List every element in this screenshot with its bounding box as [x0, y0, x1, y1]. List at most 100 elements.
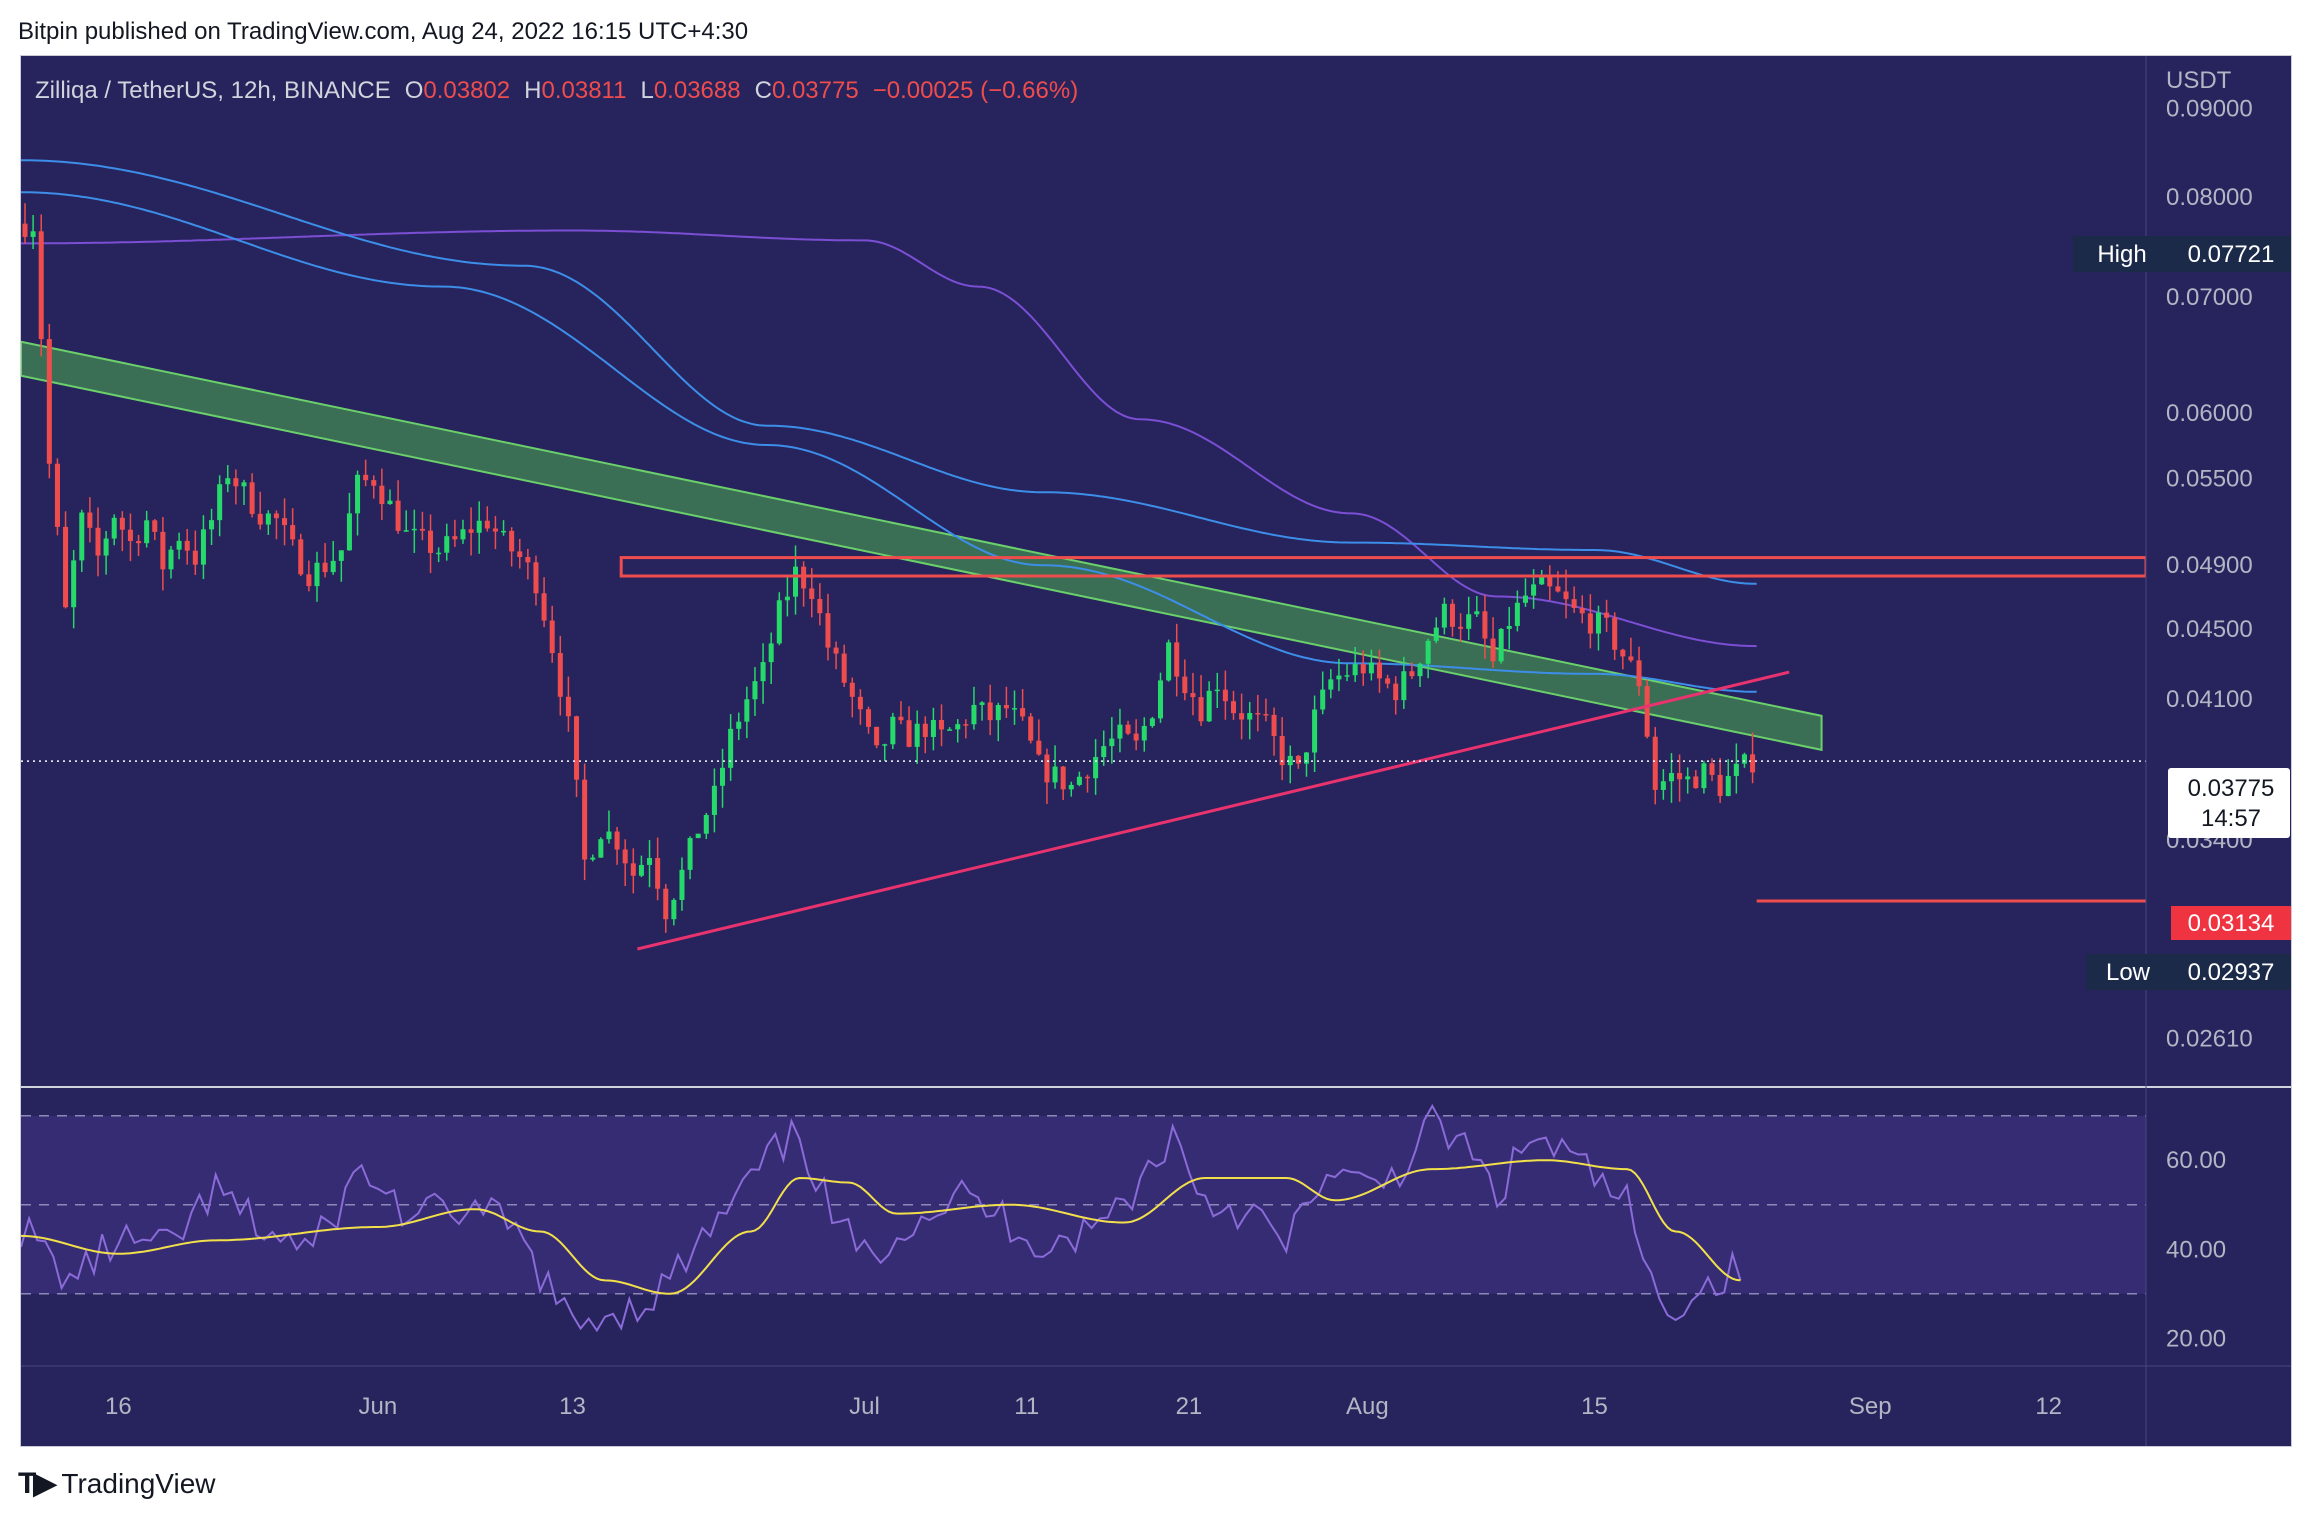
candle-body	[930, 720, 936, 737]
candle-body	[1141, 725, 1147, 741]
legend: Zilliqa / TetherUS, 12h, BINANCE O0.03802…	[35, 77, 1078, 104]
candle-body	[395, 500, 401, 531]
time-tick-label: 15	[1581, 1393, 1608, 1420]
candle-body	[1166, 642, 1172, 681]
price-tick-label: 0.04100	[2166, 686, 2253, 713]
candle-body	[882, 744, 888, 746]
candle-body	[898, 716, 904, 721]
last-price-box	[2168, 768, 2290, 838]
candle-body	[1595, 612, 1601, 634]
candle-body	[865, 709, 872, 727]
candle-body	[1433, 627, 1439, 641]
candle-body	[428, 530, 434, 553]
time-tick-label: Sep	[1849, 1393, 1892, 1420]
candle-body	[890, 716, 896, 745]
tradingview-logo[interactable]: T▶ TradingView	[18, 1466, 216, 1501]
candle-body	[598, 839, 604, 858]
candle-body	[1417, 663, 1423, 677]
candle-body	[752, 681, 758, 700]
bar-countdown: 14:57	[2201, 805, 2261, 832]
legend-change: −0.00025 (−0.66%)	[873, 77, 1079, 104]
descending-channel	[21, 340, 1823, 752]
candle-body	[1344, 675, 1350, 677]
candle-body	[119, 517, 125, 530]
legend-h-value: 0.03811	[541, 77, 626, 104]
candle-body	[995, 705, 1001, 721]
candle-body	[1003, 705, 1009, 709]
candle-body	[176, 540, 182, 550]
candle-body	[1636, 660, 1642, 687]
candle-body	[655, 858, 661, 889]
candle-body	[825, 613, 831, 648]
candle-body	[1076, 776, 1082, 785]
low-marker-label: Low	[2106, 959, 2151, 986]
high-marker-value-box	[2171, 236, 2291, 272]
resistance-zone	[619, 556, 2146, 578]
candle-body	[1668, 773, 1674, 782]
candle-body	[168, 549, 174, 570]
legend-h-label: H	[524, 77, 541, 104]
candle-body	[501, 530, 507, 533]
legend-o-value: 0.03802	[423, 77, 510, 104]
rsi-pane[interactable]: 60.00 40.00 20.00	[21, 1103, 2226, 1352]
price-tick-label: 0.07000	[2166, 284, 2253, 311]
candle-body	[1182, 676, 1188, 694]
candle-body	[1458, 626, 1464, 629]
candle-body	[1287, 755, 1293, 766]
candle-body	[1709, 763, 1715, 775]
candle-body	[1190, 693, 1196, 698]
legend-l-value: 0.03688	[654, 77, 741, 104]
candle-body	[492, 528, 498, 532]
candle-body	[1587, 613, 1593, 634]
candle-body	[411, 528, 417, 531]
candle-body	[233, 478, 239, 487]
candle-body	[1279, 735, 1285, 766]
candle-body	[1531, 584, 1537, 596]
moving-averages	[21, 159, 1757, 693]
candle-body	[1449, 603, 1455, 627]
candle-body	[436, 552, 442, 555]
candle-body	[1255, 713, 1261, 715]
time-tick-label: 16	[105, 1393, 132, 1420]
candle-body	[46, 339, 52, 464]
candle-body	[1425, 640, 1431, 664]
candle-body	[1555, 586, 1561, 592]
candle-body	[63, 526, 69, 608]
candle-body	[1125, 724, 1131, 734]
candle-body	[1741, 754, 1747, 764]
candle-body	[1579, 607, 1585, 614]
chart-frame[interactable]: 60.00 40.00 20.00 0.09000 0.08000 0.07000 0.0…	[20, 55, 2292, 1447]
candle-body	[330, 560, 336, 573]
candle-body	[914, 723, 920, 747]
ascending-trendline	[637, 670, 1790, 951]
candle-body	[371, 480, 377, 486]
candle-body	[801, 566, 807, 589]
candle-body	[517, 551, 523, 558]
candle-body	[671, 899, 677, 920]
candle-body	[1109, 738, 1115, 747]
candle-body	[1222, 689, 1228, 702]
candle-body	[71, 560, 77, 608]
candle-body	[1247, 713, 1253, 720]
candle-body	[1701, 763, 1707, 789]
candle-body	[638, 864, 644, 876]
candle-body	[79, 512, 85, 561]
candle-body	[1652, 736, 1658, 790]
candle-body	[533, 562, 539, 594]
high-marker-label: High	[2097, 241, 2146, 268]
candle-body	[574, 716, 580, 780]
high-marker-label-box	[2073, 236, 2171, 272]
candle-body	[1157, 680, 1164, 719]
rsi-line	[21, 1103, 1742, 1333]
candle-body	[938, 720, 945, 730]
drawings-layer	[21, 340, 1823, 752]
candle-body	[703, 814, 709, 834]
moving-average-purple	[21, 229, 1757, 648]
time-tick-label: Jun	[359, 1393, 398, 1420]
candle-body	[541, 593, 547, 621]
price-tick-label: 0.05500	[2166, 465, 2253, 492]
candle-body	[874, 726, 880, 746]
time-tick-label: 12	[2035, 1393, 2062, 1420]
chart-canvas[interactable]: 60.00 40.00 20.00 0.09000 0.08000 0.07000 0.0…	[21, 56, 2291, 1446]
high-marker-value: 0.07721	[2188, 241, 2275, 268]
